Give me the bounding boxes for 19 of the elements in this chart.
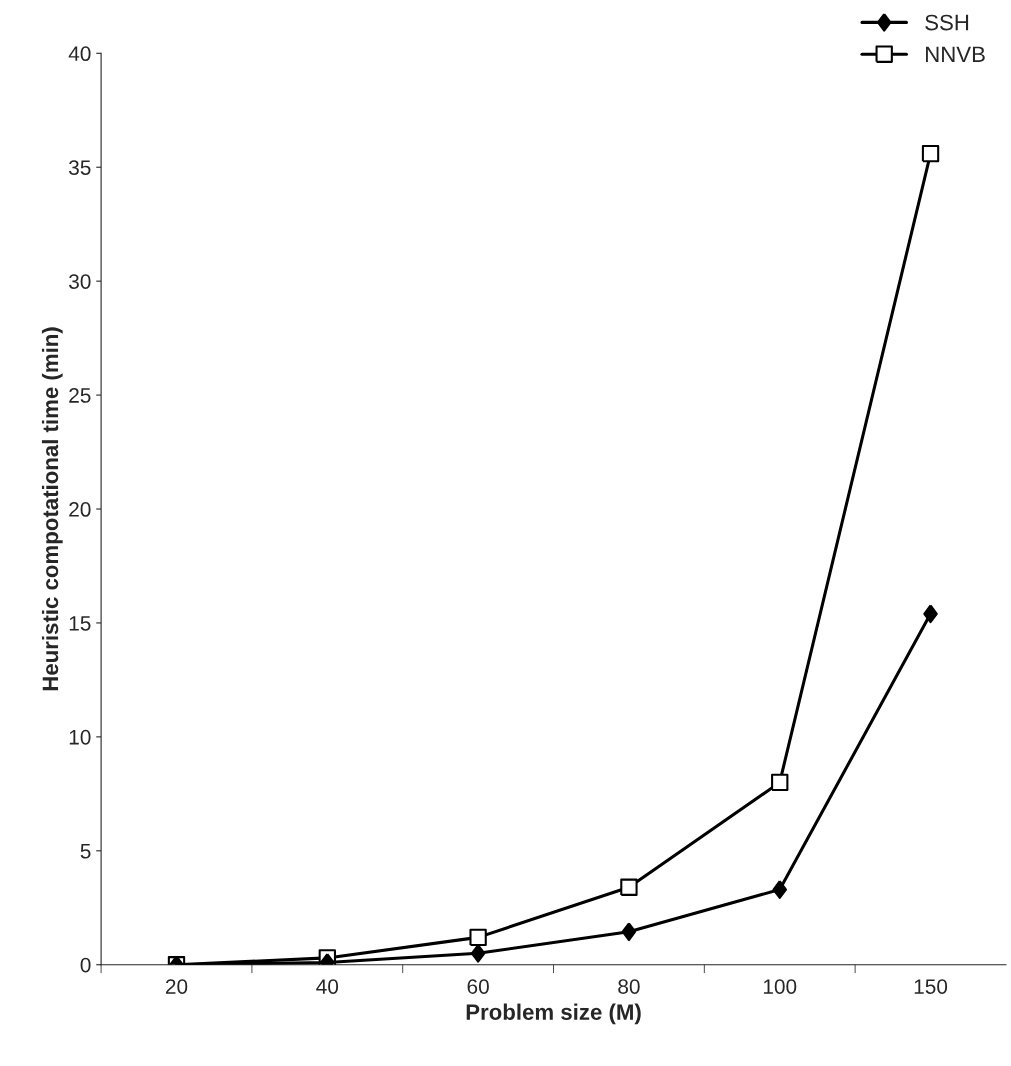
legend-label: NNVB (926, 46, 985, 62)
x-tick-label: 60 (467, 979, 489, 994)
x-tick-label: 100 (763, 979, 797, 994)
x-axis-title: Problem size (M) (466, 1003, 641, 1025)
y-tick-label: 35 (69, 160, 91, 175)
x-tick-label: 40 (316, 979, 339, 994)
y-tick-label: 5 (80, 844, 91, 859)
legend-label: SSH (925, 14, 969, 31)
x-tick-label: 150 (914, 979, 948, 994)
y-axis-title: Heuristic compotational time (min) (41, 327, 63, 691)
x-tick-label: 80 (618, 979, 640, 994)
y-tick-label: 0 (80, 957, 91, 973)
x-tick-label: 20 (165, 979, 188, 994)
y-tick-label: 10 (69, 729, 91, 745)
y-tick-label: 15 (69, 616, 91, 631)
y-tick-label: 20 (69, 502, 91, 517)
y-tick-label: 30 (69, 274, 91, 289)
y-tick-label: 40 (68, 46, 91, 62)
y-tick-label: 25 (69, 388, 91, 403)
